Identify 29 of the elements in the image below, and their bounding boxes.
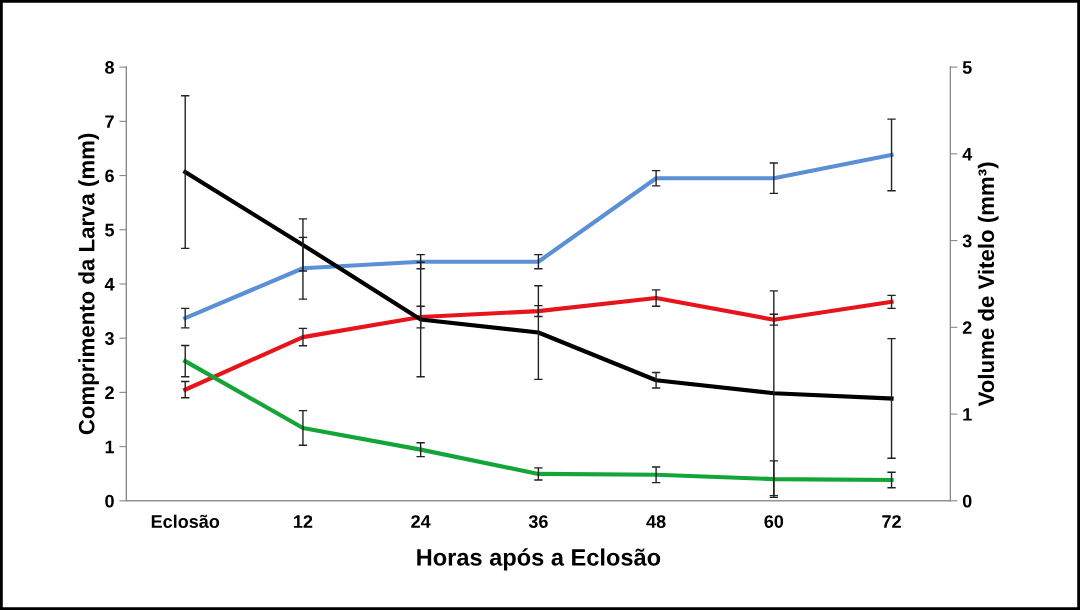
y-tick-label: 8 — [105, 61, 114, 74]
x-tick-label: 36 — [528, 515, 548, 528]
line-series — [183, 152, 894, 321]
y-tick-label: 4 — [104, 278, 115, 291]
y2-axis-title: Volume de Vitelo (mm³) — [977, 162, 999, 407]
y2-tick-label: 2 — [962, 321, 972, 334]
x-tick-label: 24 — [411, 515, 431, 528]
y-tick-label: 2 — [105, 386, 114, 399]
y-axis-title: Comprimento da Larva (mm) — [78, 133, 99, 435]
y-tick-label: 7 — [105, 115, 114, 128]
x-tick-label: 60 — [764, 515, 784, 528]
line-series — [183, 359, 894, 483]
y2-tick-label: 3 — [962, 234, 972, 248]
y2-tick-label: 0 — [962, 494, 972, 508]
y-tick-label: 1 — [105, 440, 115, 454]
line-series — [183, 295, 894, 392]
line-series — [183, 169, 894, 401]
x-tick-label: Eclosão — [151, 514, 220, 528]
y2-tick-label: 5 — [962, 61, 972, 74]
x-tick-label: 72 — [882, 515, 901, 528]
x-tick-label: 12 — [294, 515, 313, 528]
x-tick-label: 48 — [646, 515, 666, 528]
y2-tick-label: 4 — [962, 147, 973, 161]
y-tick-label: 6 — [105, 169, 114, 183]
x-axis-title: Horas após a Eclosão — [417, 548, 661, 571]
y-tick-label: 5 — [105, 223, 115, 237]
y-tick-label: 3 — [104, 332, 114, 345]
y2-tick-label: 1 — [963, 408, 972, 421]
y-tick-label: 0 — [105, 494, 114, 508]
